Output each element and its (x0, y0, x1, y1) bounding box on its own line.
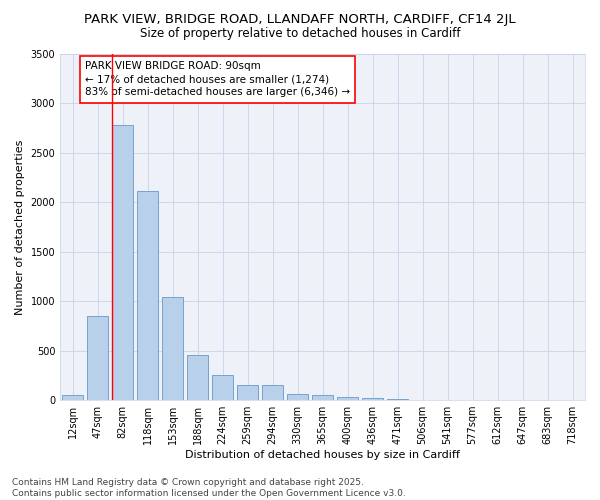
Bar (62, 394, 83, 400)
Y-axis label: Number of detached properties: Number of detached properties (15, 140, 25, 314)
Bar (137, 192, 158, 400)
Bar (262, 386, 283, 400)
Bar (287, 394, 308, 400)
Bar (237, 385, 258, 400)
Bar (387, 399, 408, 400)
Text: PARK VIEW, BRIDGE ROAD, LLANDAFF NORTH, CARDIFF, CF14 2JL: PARK VIEW, BRIDGE ROAD, LLANDAFF NORTH, … (84, 12, 516, 26)
Bar (187, 354, 208, 400)
Text: PARK VIEW BRIDGE ROAD: 90sqm
← 17% of detached houses are smaller (1,274)
83% of: PARK VIEW BRIDGE ROAD: 90sqm ← 17% of de… (85, 61, 350, 98)
Bar (112, 125, 133, 400)
Bar (212, 376, 233, 400)
Bar (362, 398, 383, 400)
Bar (312, 394, 333, 400)
Text: Contains HM Land Registry data © Crown copyright and database right 2025.
Contai: Contains HM Land Registry data © Crown c… (12, 478, 406, 498)
Bar (337, 397, 358, 400)
Bar (87, 316, 108, 400)
Bar (162, 297, 183, 400)
X-axis label: Distribution of detached houses by size in Cardiff: Distribution of detached houses by size … (185, 450, 460, 460)
Text: Size of property relative to detached houses in Cardiff: Size of property relative to detached ho… (140, 28, 460, 40)
